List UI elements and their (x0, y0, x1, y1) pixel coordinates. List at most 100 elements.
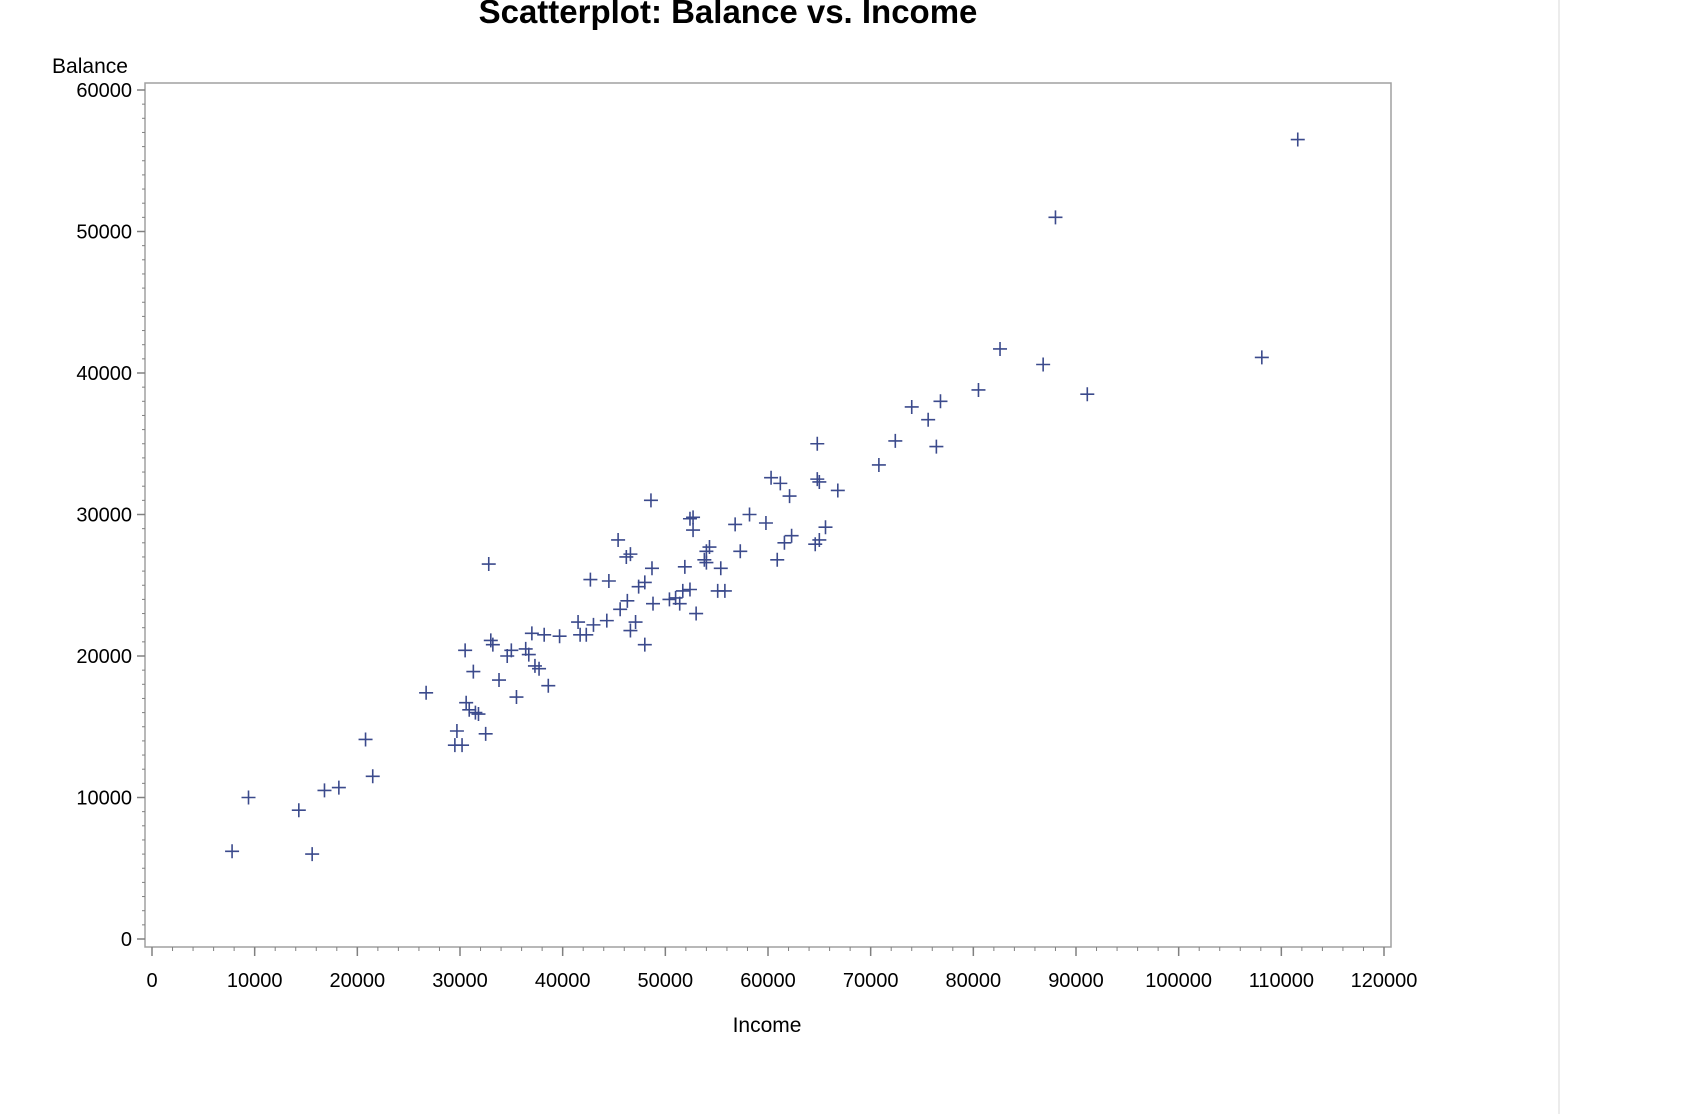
data-point (971, 382, 986, 397)
data-point (504, 643, 519, 658)
data-point (601, 574, 616, 589)
data-point (888, 433, 903, 448)
data-point (764, 470, 779, 485)
data-point (758, 515, 773, 530)
data-point (579, 627, 594, 642)
data-point (1048, 210, 1063, 225)
scatter-chart: Scatterplot: Balance vs. Income Balance … (52, 0, 1417, 1037)
data-point (419, 685, 434, 700)
data-point (682, 582, 697, 597)
data-point (458, 643, 473, 658)
data-point (777, 535, 792, 550)
data-point (485, 637, 500, 652)
data-point (784, 528, 799, 543)
y-axis-label: Balance (52, 55, 128, 78)
data-point (637, 575, 652, 590)
x-tick-label: 50000 (638, 970, 694, 992)
data-point (365, 769, 380, 784)
data-point (770, 552, 785, 567)
data-point (682, 511, 697, 526)
data-points (225, 132, 1305, 862)
y-tick-label: 50000 (76, 222, 132, 244)
data-point (455, 738, 470, 753)
data-point (449, 723, 464, 738)
x-tick-label: 30000 (432, 970, 488, 992)
data-point (1080, 387, 1095, 402)
data-point (818, 520, 833, 535)
x-tick-label: 0 (146, 970, 157, 992)
x-tick-label: 70000 (843, 970, 899, 992)
data-point (331, 780, 346, 795)
chart-title: Scatterplot: Balance vs. Income (479, 0, 978, 30)
data-point (471, 707, 486, 722)
plot-area-frame (144, 82, 1392, 948)
data-point (532, 661, 547, 676)
data-point (686, 510, 701, 525)
data-point (933, 394, 948, 409)
data-point (689, 606, 704, 621)
data-point (317, 783, 332, 798)
data-point (672, 596, 687, 611)
data-point (628, 615, 643, 630)
data-point (524, 626, 539, 641)
data-point (509, 690, 524, 705)
data-point (358, 732, 373, 747)
data-point (478, 726, 493, 741)
data-point (644, 561, 659, 576)
data-point (623, 547, 638, 562)
data-point (713, 561, 728, 576)
data-point (921, 412, 936, 427)
data-point (733, 544, 748, 559)
window-edge-strip (1558, 0, 1560, 1114)
data-point (717, 583, 732, 598)
data-point (929, 439, 944, 454)
data-point (492, 673, 507, 688)
data-point (518, 641, 533, 656)
y-tick-label: 0 (121, 929, 132, 951)
x-tick-label: 90000 (1048, 970, 1104, 992)
data-point (686, 523, 701, 538)
data-point (662, 592, 677, 607)
data-point (1036, 357, 1051, 372)
data-point (643, 493, 658, 508)
x-axis: 0 10000 20000 30000 40000 50000 60000 70000 8000… (146, 947, 1417, 992)
data-point (468, 705, 483, 720)
data-point (552, 629, 567, 644)
x-tick-label: 20000 (330, 970, 386, 992)
data-point (537, 627, 552, 642)
data-point (637, 637, 652, 652)
data-point (586, 617, 601, 632)
data-point (599, 613, 614, 628)
data-point (646, 596, 661, 611)
y-axis: 0 10000 20000 30000 40000 50000 60000 (76, 80, 145, 951)
data-point (466, 664, 481, 679)
data-point (620, 593, 635, 608)
data-point (812, 474, 827, 489)
data-point (675, 583, 690, 598)
data-point (481, 557, 496, 572)
x-tick-label: 100000 (1145, 970, 1212, 992)
y-tick-label: 60000 (76, 80, 132, 102)
x-tick-label: 40000 (535, 970, 591, 992)
data-point (677, 559, 692, 574)
data-point (462, 702, 477, 717)
y-tick-label: 20000 (76, 646, 132, 668)
x-axis-label: Income (733, 1014, 802, 1037)
data-point (583, 572, 598, 587)
y-tick-label: 10000 (76, 788, 132, 810)
data-point (241, 790, 256, 805)
data-point (225, 844, 240, 859)
x-tick-label: 10000 (227, 970, 283, 992)
data-point (521, 647, 536, 662)
data-point (993, 341, 1008, 356)
data-point (305, 847, 320, 862)
x-tick-label: 110000 (1249, 970, 1314, 992)
data-point (613, 602, 628, 617)
data-point (773, 476, 788, 491)
data-point (1290, 132, 1305, 147)
data-point (812, 532, 827, 547)
y-tick-label: 40000 (76, 363, 132, 385)
data-point (782, 489, 797, 504)
data-point (623, 623, 638, 638)
data-point (702, 540, 717, 555)
